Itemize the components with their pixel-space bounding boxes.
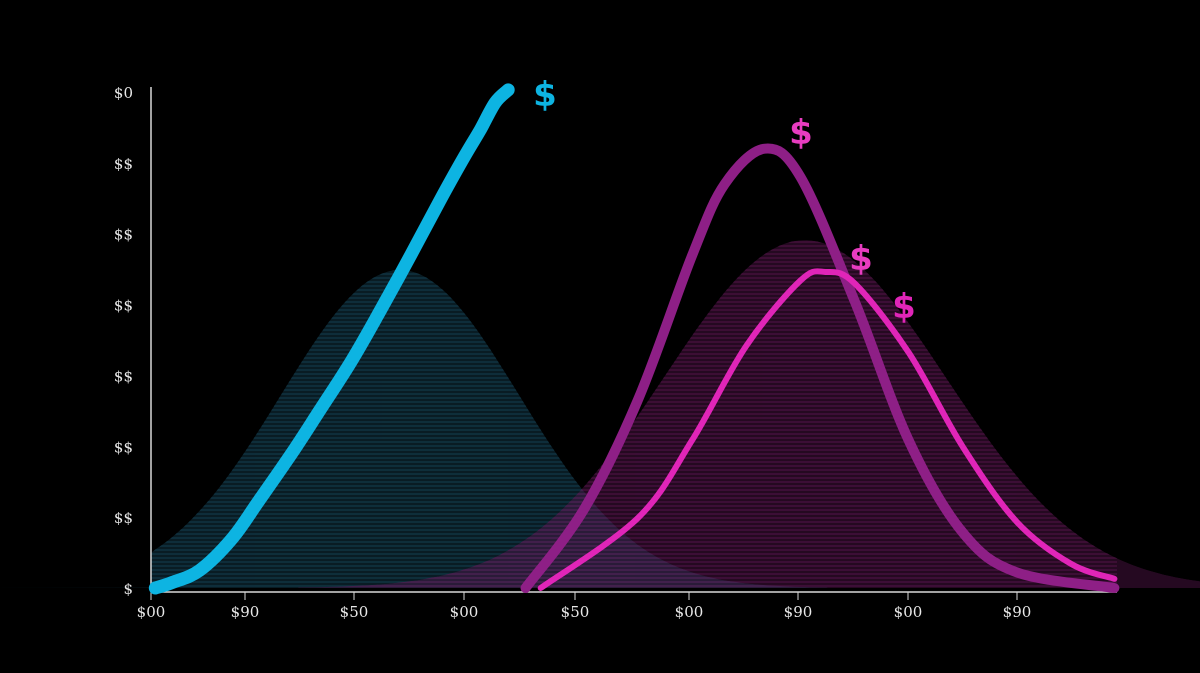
series-end-label: $ bbox=[849, 239, 873, 279]
series-line-1 bbox=[520, 143, 1120, 593]
y-tick-label: $$ bbox=[114, 509, 133, 527]
series-line-0 bbox=[148, 83, 515, 595]
x-tick-label: $00 bbox=[450, 603, 479, 621]
y-tick-label: $$ bbox=[114, 155, 133, 173]
x-tick-label: $90 bbox=[784, 603, 813, 621]
y-tick-label: $$ bbox=[114, 297, 133, 315]
x-tick-label: $90 bbox=[231, 603, 260, 621]
y-tick-label: $$ bbox=[114, 438, 133, 456]
y-tick-label: $$ bbox=[114, 226, 133, 244]
x-tick-label: $00 bbox=[894, 603, 923, 621]
y-tick-label: $0 bbox=[114, 84, 133, 102]
series-end-label: $ bbox=[533, 75, 557, 115]
annotation-label: $ bbox=[892, 287, 916, 327]
series-line-2 bbox=[537, 268, 1118, 591]
x-tick-label: $00 bbox=[137, 603, 166, 621]
y-tick-label: $ bbox=[123, 580, 133, 598]
x-tick-label: $90 bbox=[1003, 603, 1032, 621]
x-tick-label: $50 bbox=[340, 603, 369, 621]
x-tick-label: $50 bbox=[561, 603, 590, 621]
y-tick-label: $$ bbox=[114, 367, 133, 385]
series-end-label: $ bbox=[789, 113, 813, 153]
x-tick-label: $00 bbox=[675, 603, 704, 621]
